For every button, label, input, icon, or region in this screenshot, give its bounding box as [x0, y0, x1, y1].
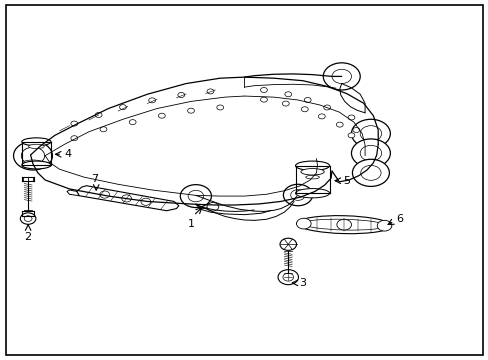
- Circle shape: [280, 238, 296, 250]
- Circle shape: [260, 87, 267, 93]
- Circle shape: [283, 184, 312, 206]
- Circle shape: [323, 105, 330, 110]
- Circle shape: [323, 63, 360, 90]
- Circle shape: [352, 127, 359, 132]
- Circle shape: [206, 89, 213, 94]
- Circle shape: [71, 121, 78, 126]
- Circle shape: [331, 69, 351, 84]
- Circle shape: [148, 98, 155, 103]
- Circle shape: [360, 145, 381, 161]
- Text: 7: 7: [91, 174, 98, 184]
- Ellipse shape: [300, 168, 324, 175]
- Circle shape: [278, 270, 298, 285]
- Circle shape: [360, 165, 380, 180]
- Text: 3: 3: [299, 278, 306, 288]
- Circle shape: [122, 195, 131, 202]
- Circle shape: [290, 190, 305, 201]
- Circle shape: [158, 113, 165, 118]
- Ellipse shape: [29, 144, 44, 149]
- Circle shape: [206, 203, 218, 211]
- Ellipse shape: [305, 175, 319, 179]
- Circle shape: [100, 127, 107, 132]
- Circle shape: [296, 218, 310, 229]
- Ellipse shape: [23, 160, 43, 166]
- Circle shape: [178, 93, 184, 98]
- Circle shape: [347, 133, 354, 138]
- Text: 5: 5: [343, 176, 349, 186]
- Circle shape: [95, 112, 102, 117]
- Circle shape: [336, 219, 351, 230]
- Circle shape: [24, 216, 32, 221]
- Circle shape: [347, 115, 354, 120]
- Circle shape: [376, 220, 391, 231]
- Circle shape: [14, 141, 52, 170]
- Circle shape: [304, 98, 310, 103]
- Circle shape: [21, 147, 44, 164]
- Circle shape: [260, 97, 267, 102]
- Ellipse shape: [302, 219, 385, 230]
- Text: 4: 4: [64, 149, 72, 159]
- Ellipse shape: [295, 189, 329, 198]
- Circle shape: [100, 191, 109, 198]
- Circle shape: [187, 108, 194, 113]
- Circle shape: [351, 139, 389, 167]
- Circle shape: [141, 198, 150, 205]
- Polygon shape: [67, 190, 79, 196]
- Ellipse shape: [296, 216, 391, 234]
- Circle shape: [351, 119, 389, 148]
- Circle shape: [352, 159, 388, 186]
- Circle shape: [20, 213, 36, 224]
- Circle shape: [285, 92, 291, 97]
- Text: 2: 2: [24, 232, 32, 242]
- Circle shape: [71, 136, 78, 141]
- Ellipse shape: [295, 161, 329, 170]
- Circle shape: [129, 120, 136, 125]
- Text: 1: 1: [187, 219, 194, 229]
- Circle shape: [282, 101, 288, 106]
- Circle shape: [336, 122, 343, 127]
- Circle shape: [119, 105, 126, 110]
- Ellipse shape: [22, 138, 51, 146]
- Circle shape: [318, 114, 325, 119]
- Circle shape: [180, 185, 211, 207]
- Circle shape: [188, 190, 203, 202]
- Circle shape: [360, 126, 381, 141]
- Circle shape: [197, 200, 208, 208]
- Circle shape: [216, 105, 223, 110]
- Polygon shape: [77, 186, 179, 211]
- Text: 6: 6: [395, 214, 403, 224]
- Circle shape: [301, 107, 307, 112]
- Ellipse shape: [22, 161, 51, 169]
- Circle shape: [283, 273, 293, 281]
